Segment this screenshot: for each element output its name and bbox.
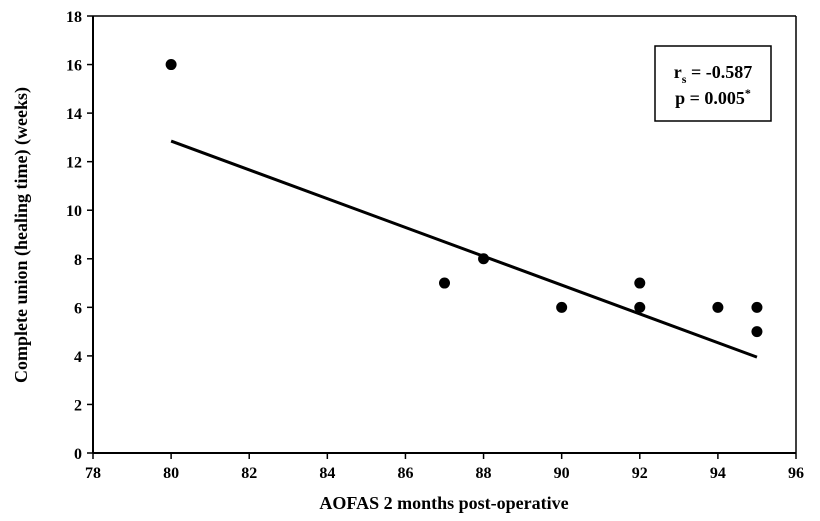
y-tick-label: 6: [74, 300, 82, 317]
plot-area: [92, 15, 797, 454]
y-tick-label: 2: [74, 397, 82, 414]
p-superscript: *: [745, 86, 751, 100]
p-value: p = 0.005: [675, 88, 745, 108]
data-point: [751, 326, 763, 338]
rs-prefix: r: [674, 62, 682, 82]
rs-annotation: rs = -0.587: [674, 62, 752, 86]
y-tick-label: 12: [66, 155, 82, 172]
data-point: [439, 277, 450, 289]
x-tick-label: 94: [710, 465, 726, 482]
data-point: [556, 301, 568, 313]
data-point: [165, 59, 177, 71]
y-tick-label: 18: [66, 9, 82, 26]
stats-box-frame: [654, 45, 772, 122]
data-point: [478, 253, 490, 265]
p-annotation: p = 0.005*: [675, 86, 751, 108]
x-tick-label: 80: [163, 465, 179, 482]
y-tick-label: 8: [74, 252, 82, 269]
data-point: [634, 301, 646, 313]
x-ticks: 78 80 82 84 86 88 90 92 94 96: [85, 453, 804, 482]
data-point: [634, 277, 646, 289]
x-tick-label: 90: [554, 465, 570, 482]
y-axis-title: Complete union (healing time) (weeks): [11, 87, 32, 383]
x-tick-label: 84: [319, 465, 335, 482]
y-tick-label: 10: [66, 203, 82, 220]
y-ticks: 0 2 4 6 8 10 12 14 16 18: [66, 9, 93, 463]
x-tick-label: 82: [241, 465, 257, 482]
data-points: [165, 59, 763, 338]
rs-subscript: s: [682, 72, 687, 86]
x-axis-title: AOFAS 2 months post-operative: [319, 493, 568, 513]
trendline: [170, 139, 758, 359]
x-tick-label: 92: [632, 465, 648, 482]
stats-box: rs = -0.587 p = 0.005*: [654, 45, 772, 122]
y-tick-label: 16: [66, 58, 82, 75]
y-tick-label: 14: [66, 106, 82, 123]
x-tick-label: 88: [476, 465, 492, 482]
rs-value: = -0.587: [686, 62, 752, 82]
data-point: [712, 301, 724, 313]
y-tick-label: 4: [74, 349, 82, 366]
data-point: [751, 301, 763, 313]
y-tick-label: 0: [74, 446, 82, 463]
x-tick-label: 78: [85, 465, 101, 482]
x-tick-label: 96: [788, 465, 804, 482]
x-tick-label: 86: [397, 465, 413, 482]
